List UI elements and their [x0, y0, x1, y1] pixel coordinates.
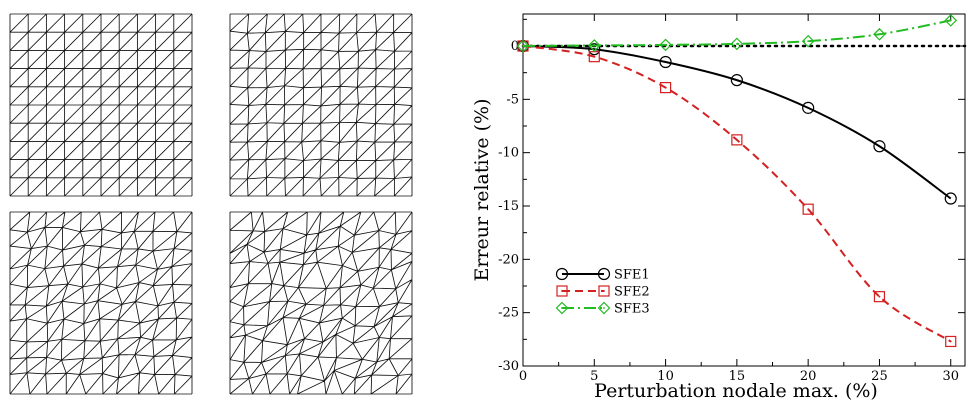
diamond-marker-dot	[807, 40, 810, 43]
mesh-perturbation-low	[229, 13, 413, 197]
diamond-marker	[659, 38, 672, 52]
diamond-marker-dot	[949, 19, 952, 22]
diamond-marker-dot	[735, 42, 738, 45]
y-tick-label: -20	[498, 252, 519, 267]
circle-marker	[659, 55, 672, 69]
x-tick-label: 0	[519, 369, 527, 384]
y-axis-title: Erreur relative (%)	[471, 99, 493, 282]
square-marker	[802, 203, 814, 215]
series-sfe1	[516, 39, 957, 205]
mesh-edges	[229, 13, 413, 197]
square-marker-dot	[807, 208, 810, 211]
x-tick-label: 25	[871, 369, 888, 384]
legend-label: SFE1	[614, 268, 650, 283]
square-marker-dot	[603, 290, 605, 292]
square-marker	[731, 134, 743, 146]
series-line-sfe1	[522, 45, 952, 200]
circle-marker	[730, 74, 743, 87]
series-sfe3	[516, 14, 958, 53]
diamond-marker-dot	[664, 44, 667, 46]
mesh-edges	[9, 211, 193, 395]
x-tick-label: 5	[590, 369, 598, 384]
error-chart: 0 5 10 15 20 25 300-5-10-15-20-25-30SFE1SFE2SF…	[471, 13, 967, 401]
circle-marker	[873, 140, 886, 153]
mesh-unperturbed	[9, 13, 193, 197]
diamond-marker	[944, 14, 958, 27]
diamond-marker	[801, 34, 815, 48]
circle-marker	[597, 267, 611, 281]
mesh-edges	[9, 13, 193, 197]
legend-item-sfe3: SFE3	[555, 301, 650, 317]
square-marker-dot	[664, 86, 667, 89]
diamond-marker-dot	[593, 44, 596, 47]
x-tick-label: 30	[942, 369, 959, 384]
square-marker	[873, 291, 886, 303]
square-marker	[945, 335, 957, 348]
square-marker	[659, 81, 672, 94]
circle-marker	[802, 101, 815, 114]
x-tick-label: 20	[800, 369, 817, 384]
diamond-marker-dot	[561, 307, 563, 309]
square-marker-dot	[561, 290, 563, 292]
square-marker-dot	[878, 295, 881, 298]
mesh-edge-paths	[9, 13, 193, 197]
plot-area: 0 5 10 15 20 25 300-5-10-15-20-25-30SFE1SFE2SF…	[498, 13, 967, 384]
diamond-marker	[587, 39, 601, 52]
legend-item-sfe2: SFE2	[556, 285, 650, 300]
square-marker-dot	[735, 138, 738, 141]
mesh-edge-paths	[9, 211, 193, 395]
series-line-sfe3	[522, 19, 951, 47]
y-tick-label: -30	[498, 359, 519, 374]
x-tick-label: 10	[657, 369, 674, 384]
circle-marker	[555, 267, 569, 281]
legend: SFE1 SFE2 SFE3	[555, 267, 650, 317]
y-tick-label: -5	[506, 92, 519, 107]
series-sfe2	[517, 40, 957, 348]
legend-item-sfe1: SFE1	[555, 267, 650, 283]
diamond-marker	[730, 37, 744, 51]
legend-label: SFE3	[614, 302, 650, 317]
y-tick-label: -15	[498, 199, 519, 214]
diamond-marker	[597, 301, 611, 315]
diamond-marker-dot	[522, 45, 524, 47]
diamond-marker-dot	[878, 33, 881, 36]
square-marker	[556, 285, 568, 297]
diamond-marker-dot	[603, 307, 605, 309]
mesh-edge-paths	[229, 13, 413, 197]
mesh-perturbation-mid	[9, 211, 193, 395]
mesh-edges	[229, 211, 413, 395]
series-line-sfe2	[522, 45, 952, 343]
diamond-marker	[873, 27, 886, 41]
mesh-perturbation-high	[229, 211, 413, 395]
square-marker-dot	[593, 55, 596, 58]
mesh-edge-paths	[229, 211, 413, 395]
circle-marker	[944, 192, 957, 205]
square-marker-dot	[949, 340, 952, 343]
diamond-marker	[516, 39, 530, 53]
y-tick-label: -10	[498, 146, 519, 161]
circle-marker	[588, 43, 601, 56]
legend-label: SFE2	[614, 285, 650, 300]
y-tick-label: 0	[511, 39, 519, 54]
square-marker	[598, 285, 610, 297]
diamond-marker	[555, 301, 569, 315]
x-axis-title: Perturbation nodale max. (%)	[594, 380, 878, 401]
y-tick-label: -25	[498, 306, 519, 321]
plot-frame	[522, 13, 966, 367]
x-tick-label: 15	[729, 369, 746, 384]
